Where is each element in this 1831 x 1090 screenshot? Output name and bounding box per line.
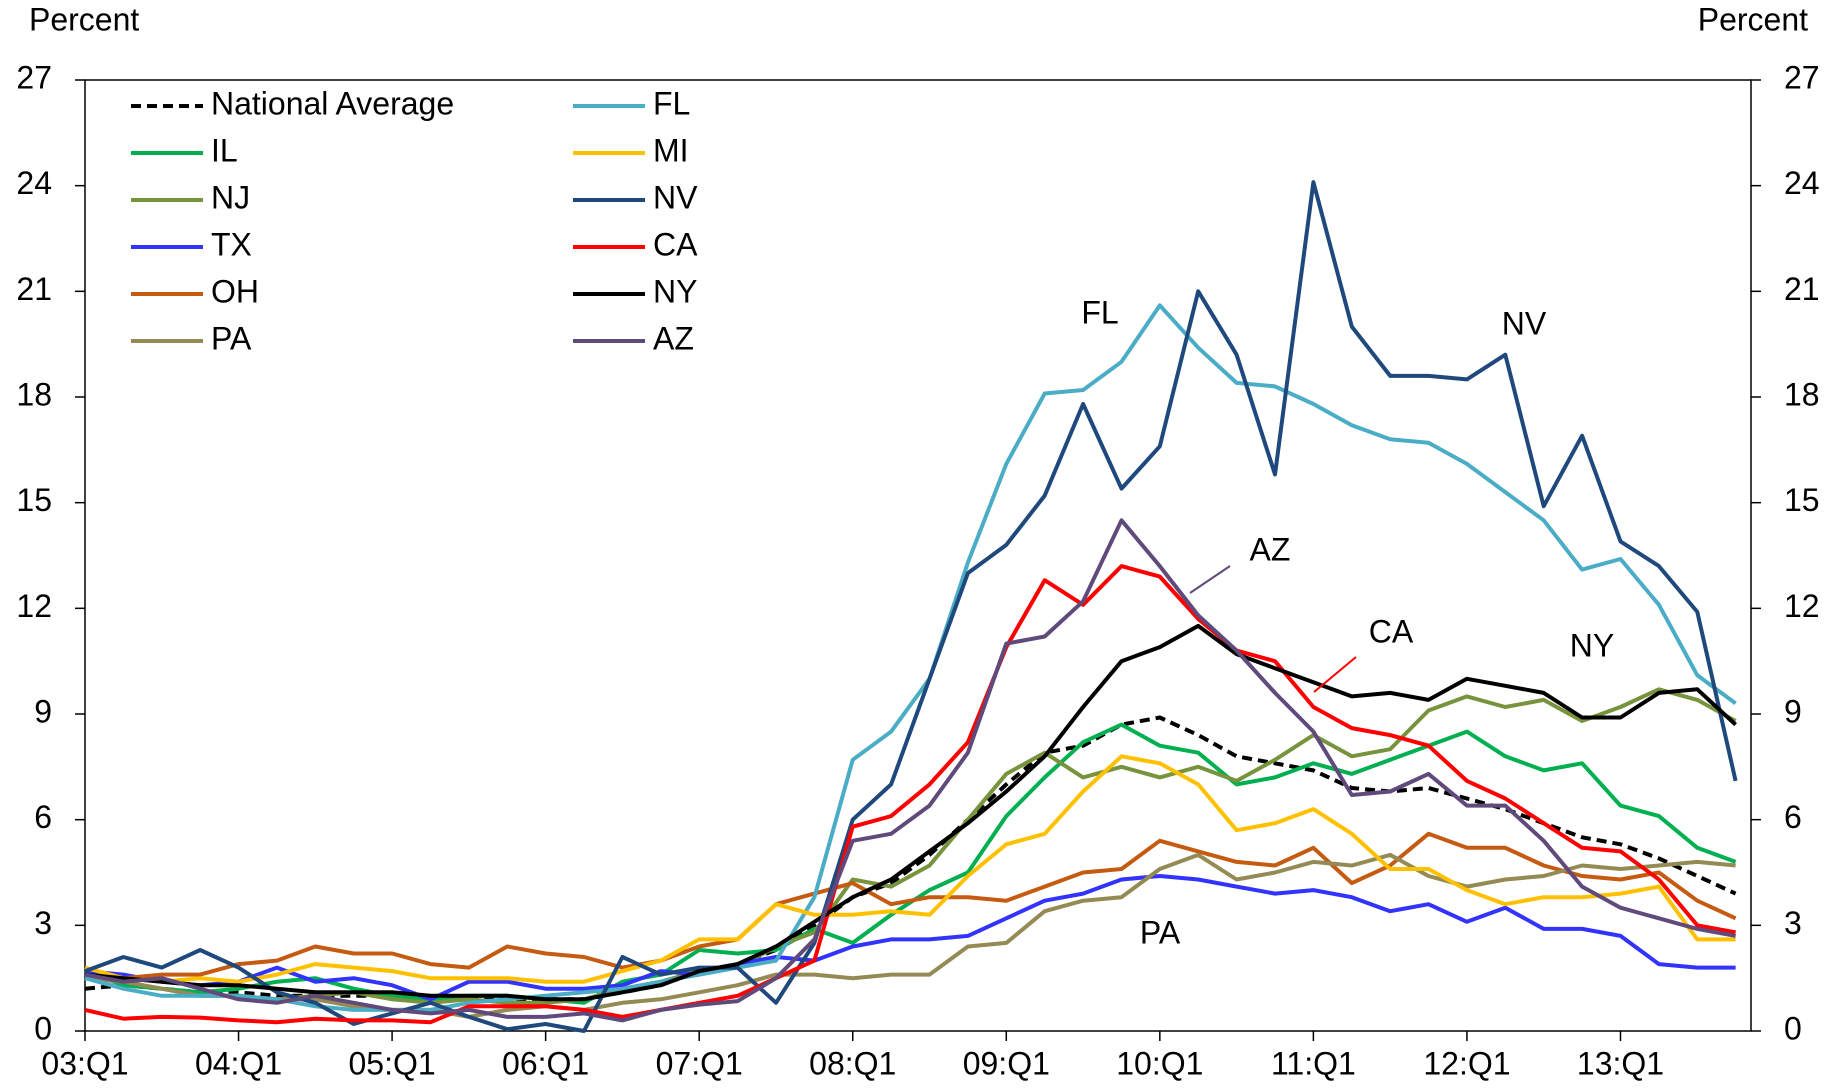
x-tick-label: 07:Q1	[656, 1045, 743, 1081]
y2-tick-label: 3	[1784, 905, 1802, 941]
x-tick-label: 12:Q1	[1423, 1045, 1510, 1081]
x-tick-label: 09:Q1	[963, 1045, 1050, 1081]
x-tick-label: 08:Q1	[809, 1045, 896, 1081]
y-tick-label: 18	[16, 376, 52, 412]
legend-label: MI	[653, 132, 689, 168]
series-line	[84, 564, 1736, 1025]
annotation: FL	[1081, 294, 1118, 330]
annotation-leader	[1313, 656, 1357, 693]
y-tick-label: 15	[16, 482, 52, 518]
y-tick-label: 6	[34, 799, 52, 835]
legend-label: FL	[653, 85, 690, 121]
plot-frame	[84, 79, 1752, 1032]
series-line	[84, 754, 1736, 984]
x-tick-label: 13:Q1	[1577, 1045, 1664, 1081]
y-tick-label: 3	[34, 905, 52, 941]
y2-tick-label: 24	[1784, 165, 1820, 201]
y2-axis-title: Percent	[1698, 1, 1808, 37]
x-tick-label: 03:Q1	[41, 1045, 128, 1081]
legend-label: TX	[211, 226, 252, 262]
y-axis-title: Percent	[29, 1, 139, 37]
legend-label: AZ	[653, 320, 694, 356]
y2-tick-label: 21	[1784, 271, 1820, 307]
y-tick-label: 24	[16, 165, 52, 201]
legend-label: NJ	[211, 179, 250, 215]
series-line	[84, 518, 1736, 1023]
y-tick-label: 0	[34, 1010, 52, 1046]
legend-label: CA	[653, 226, 698, 262]
series-line	[84, 874, 1736, 1002]
legend-label: IL	[211, 132, 238, 168]
annotation: PA	[1140, 914, 1181, 950]
annotation: AZ	[1250, 531, 1291, 567]
annotation: NY	[1570, 627, 1614, 663]
y2-tick-label: 9	[1784, 693, 1802, 729]
legend-label: NV	[653, 179, 698, 215]
y-tick-label: 27	[16, 59, 52, 95]
series-line	[84, 623, 1737, 1002]
series-line	[85, 831, 1737, 981]
annotation: NV	[1502, 305, 1547, 341]
annotation-leader	[1189, 565, 1231, 594]
x-tick-label: 04:Q1	[195, 1045, 282, 1081]
y2-tick-label: 6	[1784, 799, 1802, 835]
y2-tick-label: 27	[1784, 59, 1820, 95]
legend-label: National Average	[211, 85, 454, 121]
legend-label: NY	[653, 273, 697, 309]
x-tick-label: 11:Q1	[1271, 1045, 1356, 1081]
y2-tick-label: 18	[1784, 376, 1820, 412]
legend-label: PA	[211, 320, 252, 356]
legend-label: OH	[211, 273, 259, 309]
y-tick-label: 21	[16, 271, 52, 307]
x-tick-label: 10:Q1	[1116, 1045, 1203, 1081]
y-tick-label: 9	[34, 693, 52, 729]
y2-tick-label: 0	[1784, 1010, 1802, 1046]
y2-tick-label: 15	[1784, 482, 1820, 518]
x-tick-label: 05:Q1	[349, 1045, 436, 1081]
series-line	[84, 715, 1737, 1002]
annotation: CA	[1369, 613, 1414, 649]
y2-tick-label: 12	[1784, 588, 1820, 624]
series-line	[84, 303, 1737, 1012]
x-tick-label: 06:Q1	[502, 1045, 589, 1081]
y-tick-label: 12	[16, 588, 52, 624]
